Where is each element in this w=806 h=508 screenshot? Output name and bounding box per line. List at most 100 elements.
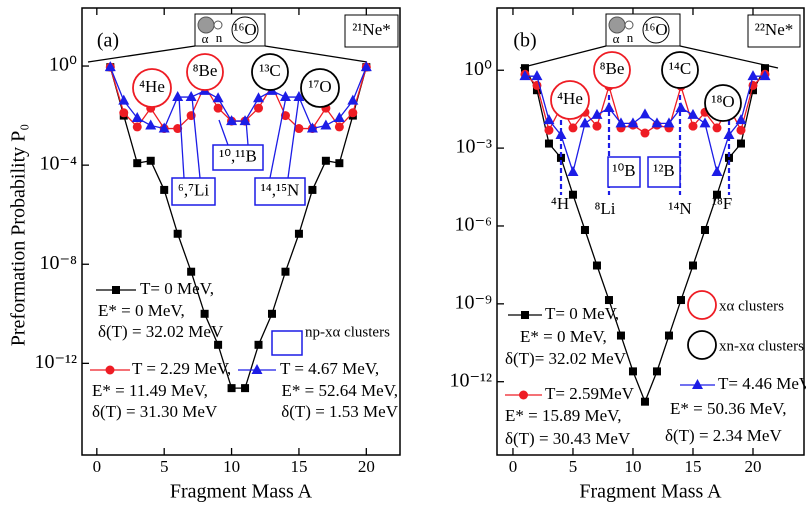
x-tick-label: 15	[290, 457, 307, 476]
cluster-type-circle	[687, 290, 717, 320]
x-axis-label: Fragment Mass A	[579, 481, 722, 503]
target-label: ²²Ne*	[755, 20, 794, 39]
pointer-line	[519, 45, 607, 69]
x-tick-label: 0	[509, 457, 518, 476]
data-point	[736, 125, 746, 135]
pointer-line	[87, 45, 196, 63]
core-label: ¹⁶O	[233, 20, 256, 39]
data-point	[592, 261, 601, 270]
data-point	[281, 267, 290, 276]
data-point	[688, 121, 698, 131]
data-point	[118, 94, 130, 105]
target-label: ²¹Ne*	[352, 20, 391, 39]
neutron-label: n	[627, 30, 634, 45]
target-box	[344, 14, 399, 48]
annotation-label: ¹⁴N	[668, 199, 691, 218]
annotation-box	[212, 144, 264, 171]
y-tick-label: 10⁻⁶	[454, 214, 492, 236]
annotation-label: ¹²B	[653, 161, 675, 180]
data-point	[592, 121, 602, 131]
data-point	[591, 108, 603, 119]
data-point	[173, 229, 182, 238]
data-point	[532, 86, 541, 95]
annotation-label: ¹⁸O	[711, 92, 734, 111]
pointer-line	[191, 96, 201, 179]
annotation-circle	[550, 80, 590, 120]
data-point	[212, 92, 224, 103]
data-point	[651, 117, 663, 128]
data-point	[213, 103, 223, 113]
data-point	[723, 128, 735, 139]
core-label: ¹⁶O	[644, 20, 667, 39]
data-point	[185, 91, 197, 102]
legend-marker	[519, 390, 528, 400]
legend-estar: E* = 0 MeV,	[98, 301, 185, 320]
data-point	[531, 70, 543, 81]
data-point	[724, 153, 733, 162]
annotation-label: ¹⁰B	[612, 161, 635, 180]
data-point	[567, 166, 579, 177]
data-point	[226, 115, 238, 126]
annotation-circle	[704, 84, 742, 122]
legend-delta: δ(T) = 1.53 MeV	[281, 402, 398, 421]
data-point	[687, 108, 699, 119]
y-tick-label: 10⁻³	[455, 136, 492, 158]
annotation-label: ¹⁴C	[669, 59, 691, 78]
data-point	[241, 384, 250, 393]
data-point	[568, 123, 578, 133]
data-point	[187, 267, 196, 276]
data-point	[711, 166, 723, 177]
plot-frame	[496, 7, 805, 456]
data-point	[279, 91, 291, 102]
legend-label: T= 2.59MeV	[545, 384, 635, 403]
legend-delta: δ(T) = 2.34 MeV	[665, 426, 782, 445]
legend-label: T= 4.46 MeV,	[718, 374, 806, 393]
data-point	[556, 153, 565, 162]
annotation-label: ¹⁸F	[712, 194, 732, 213]
data-point	[172, 91, 184, 102]
cluster-type-box	[271, 330, 303, 356]
legend-estar: E* = 50.36 MeV,	[670, 399, 786, 418]
annotation-circle	[186, 53, 224, 91]
data-point	[145, 119, 157, 130]
data-point	[543, 114, 555, 125]
data-point	[676, 296, 685, 305]
x-tick-label: 5	[160, 457, 169, 476]
data-point	[748, 86, 757, 95]
annotation-label: ⁶,⁷Li	[178, 180, 209, 199]
annotation-label: ⁴He	[557, 89, 583, 108]
annotation-box	[607, 156, 641, 188]
legend-label: T = 4.67 MeV,	[280, 359, 379, 378]
annotation-label: ¹³C	[259, 61, 281, 80]
data-point	[627, 117, 639, 128]
panel-label: (b)	[513, 30, 536, 52]
x-tick-label: 15	[684, 457, 701, 476]
y-tick-label: 10⁻⁴	[39, 153, 77, 175]
x-axis-label: Fragment Mass A	[170, 481, 313, 503]
legend-marker	[692, 379, 703, 389]
data-point	[760, 64, 769, 73]
data-point	[146, 156, 155, 165]
y-tick-label: 10⁻¹²	[449, 369, 492, 391]
data-point	[640, 397, 649, 406]
data-point	[712, 123, 722, 133]
panel-label: (a)	[97, 30, 119, 52]
series-line	[109, 66, 367, 389]
cluster-type-circle	[687, 330, 717, 360]
data-point	[239, 115, 251, 126]
data-point	[131, 111, 143, 122]
legend-label: T = 2.29 MeV,	[132, 359, 231, 378]
data-point	[294, 229, 303, 238]
x-tick-label: 10	[223, 457, 240, 476]
legend-marker	[521, 311, 529, 319]
legend-estar: E* = 0 MeV,	[520, 327, 607, 346]
data-point	[200, 309, 209, 318]
y-tick-label: 10⁻⁸	[39, 252, 77, 274]
data-point	[267, 309, 276, 318]
data-point	[306, 122, 318, 133]
pointer-line	[178, 96, 185, 179]
data-point	[604, 296, 613, 305]
pointer-line	[218, 119, 229, 146]
x-tick-label: 20	[744, 457, 761, 476]
